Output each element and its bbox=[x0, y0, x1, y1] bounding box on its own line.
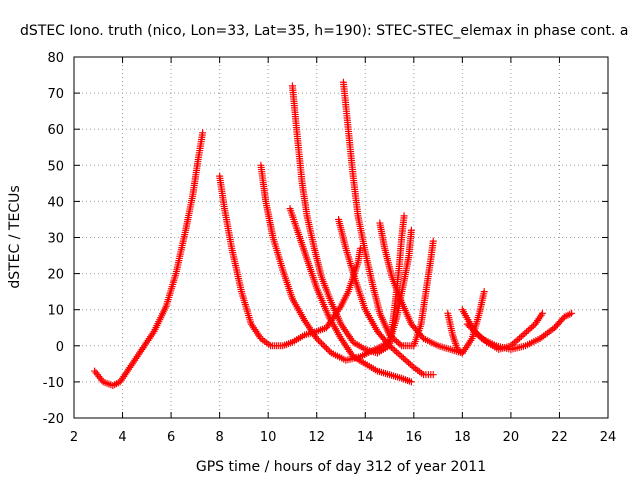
data-point bbox=[384, 340, 392, 348]
data-point bbox=[112, 380, 120, 388]
y-tick-label: 10 bbox=[47, 304, 64, 319]
data-point bbox=[316, 338, 324, 346]
data-point bbox=[405, 359, 413, 367]
x-tick-label: 24 bbox=[600, 430, 617, 445]
y-axis-label: dSTEC / TECUs bbox=[7, 185, 23, 288]
data-point bbox=[392, 337, 400, 345]
data-point bbox=[476, 333, 484, 341]
data-point bbox=[526, 325, 534, 333]
data-point bbox=[471, 328, 479, 336]
series-10 bbox=[463, 309, 576, 353]
data-point bbox=[523, 328, 531, 336]
data-point bbox=[399, 354, 407, 362]
series-5 bbox=[339, 78, 437, 350]
y-tick-label: 40 bbox=[47, 195, 64, 210]
data-point bbox=[318, 339, 326, 347]
data-point bbox=[514, 336, 522, 344]
y-tick-label: 60 bbox=[47, 123, 64, 138]
data-point bbox=[396, 340, 404, 348]
data-point bbox=[392, 348, 400, 356]
data-point bbox=[517, 333, 525, 341]
y-tick-label: 30 bbox=[47, 232, 64, 247]
data-point bbox=[468, 325, 476, 333]
x-axis-label: GPS time / hours of day 312 of year 2011 bbox=[196, 459, 486, 475]
data-point bbox=[199, 129, 207, 137]
y-tick-label: -10 bbox=[43, 376, 64, 391]
y-tick-label: 80 bbox=[47, 51, 64, 66]
y-tick-label: 70 bbox=[47, 87, 64, 102]
data-point bbox=[396, 351, 404, 359]
data-point bbox=[516, 334, 524, 342]
data-point bbox=[324, 346, 332, 354]
y-tick-label: 50 bbox=[47, 159, 64, 174]
data-point bbox=[321, 343, 329, 351]
data-point bbox=[475, 331, 483, 339]
data-point bbox=[398, 353, 406, 361]
data-point bbox=[394, 339, 402, 347]
x-tick-label: 18 bbox=[454, 430, 471, 445]
data-point bbox=[512, 337, 520, 345]
data-point bbox=[387, 343, 395, 351]
y-tick-label: 20 bbox=[47, 268, 64, 283]
x-tick-label: 8 bbox=[215, 430, 223, 445]
data-point bbox=[465, 322, 473, 330]
data-point bbox=[519, 331, 527, 339]
data-point bbox=[429, 371, 437, 379]
x-tick-label: 16 bbox=[406, 430, 423, 445]
data-point bbox=[480, 288, 488, 296]
series-0 bbox=[91, 129, 207, 390]
x-tick-label: 10 bbox=[260, 430, 277, 445]
data-point bbox=[568, 309, 576, 317]
data-point bbox=[521, 329, 529, 337]
data-point bbox=[564, 311, 572, 319]
data-point bbox=[319, 341, 327, 349]
series-1 bbox=[216, 172, 364, 350]
data-point bbox=[524, 326, 532, 334]
x-tick-label: 20 bbox=[503, 430, 520, 445]
data-points bbox=[91, 78, 576, 390]
data-point bbox=[406, 360, 414, 368]
data-point bbox=[407, 378, 415, 386]
data-point bbox=[394, 350, 402, 358]
data-point bbox=[401, 356, 409, 364]
data-point bbox=[403, 357, 411, 365]
x-tick-label: 2 bbox=[70, 430, 78, 445]
data-point bbox=[458, 349, 466, 357]
data-point bbox=[391, 346, 399, 354]
data-point bbox=[466, 323, 474, 331]
data-point bbox=[470, 327, 478, 335]
x-tick-label: 6 bbox=[167, 430, 175, 445]
y-tick-label: -20 bbox=[43, 412, 64, 427]
y-tick-label: 0 bbox=[56, 340, 64, 355]
x-tick-label: 22 bbox=[551, 430, 568, 445]
axis-ticks: 2 4 6 8 10 12 14 16 18 20 22 24-20-1001020304050607… bbox=[43, 51, 617, 445]
data-point bbox=[457, 348, 465, 356]
data-point bbox=[356, 244, 364, 252]
x-tick-label: 14 bbox=[357, 430, 374, 445]
data-point bbox=[314, 336, 322, 344]
data-point bbox=[326, 347, 334, 355]
chart-title: dSTEC Iono. truth (nico, Lon=33, Lat=35,… bbox=[20, 23, 628, 39]
data-point bbox=[538, 309, 546, 317]
data-point bbox=[313, 335, 321, 343]
x-tick-label: 12 bbox=[308, 430, 325, 445]
data-point bbox=[429, 237, 437, 245]
data-point bbox=[407, 226, 415, 234]
series-8 bbox=[444, 309, 466, 357]
x-tick-label: 4 bbox=[118, 430, 126, 445]
series-6 bbox=[335, 215, 437, 379]
data-point bbox=[463, 320, 471, 328]
data-point bbox=[528, 323, 536, 331]
data-point bbox=[322, 344, 330, 352]
data-point bbox=[400, 212, 408, 220]
series-7 bbox=[376, 219, 488, 357]
series-4 bbox=[286, 205, 415, 386]
data-point bbox=[473, 330, 481, 338]
